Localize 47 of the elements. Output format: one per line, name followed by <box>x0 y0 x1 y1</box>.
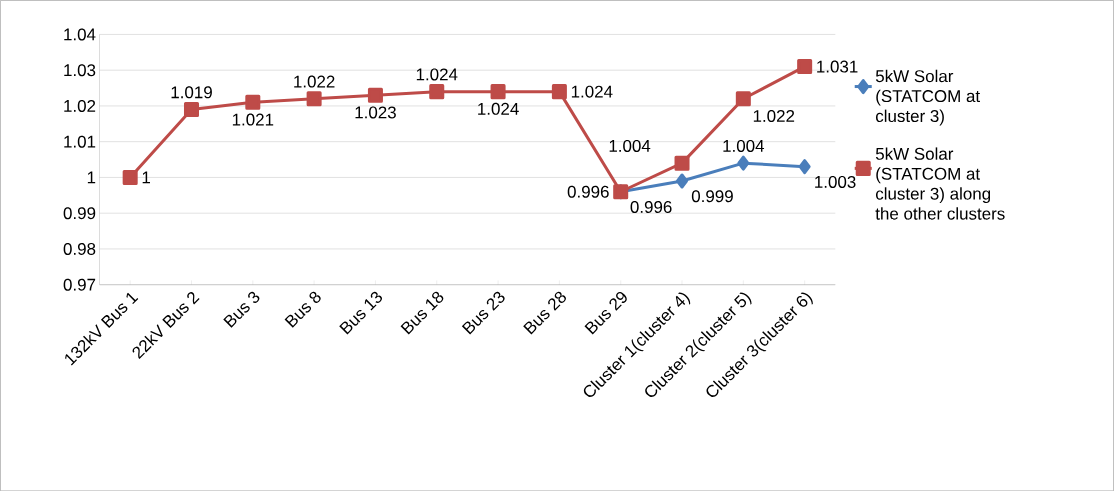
y-tick-label: 1.01 <box>64 135 96 148</box>
data-label: 1.031 <box>817 60 858 73</box>
point <box>245 94 261 110</box>
point <box>737 155 750 171</box>
y-tick-label: 0.99 <box>63 207 96 220</box>
y-tick-label: 1 <box>87 171 96 184</box>
point <box>551 83 567 99</box>
point <box>798 159 811 175</box>
x-tick-label: Bus 23 <box>461 291 505 335</box>
y-tick-label: 0.98 <box>63 242 96 255</box>
y-tick-label: 1.04 <box>64 28 96 41</box>
point <box>429 83 445 99</box>
x-tick-label: Bus 18 <box>400 291 444 335</box>
data-label: 1.024 <box>478 102 519 115</box>
point <box>797 58 813 74</box>
data-label: 1.003 <box>815 175 856 188</box>
data-label: 0.996 <box>567 185 609 198</box>
x-tick-label: Bus 28 <box>523 291 566 335</box>
data-label: 1.004 <box>609 139 651 152</box>
x-tick-label: Bus 8 <box>284 291 321 328</box>
data-label: 1.022 <box>294 75 335 88</box>
y-tick-label: 0.97 <box>63 278 96 291</box>
data-label: 0.999 <box>691 190 733 203</box>
data-label: 1.024 <box>571 85 613 98</box>
data-label: 1.004 <box>723 139 765 152</box>
data-label: 1.024 <box>416 68 458 81</box>
x-tick-label: Bus 3 <box>223 291 260 328</box>
point <box>735 91 751 107</box>
point <box>674 155 690 171</box>
y-tick-label: 1.02 <box>64 99 96 112</box>
legend-label: 5kW Solar (STATCOM at cluster 3) <box>875 69 980 126</box>
data-label: 1 <box>142 171 150 184</box>
legend-label: 5kW Solar (STATCOM at cluster 3) along the other clusters <box>875 147 1005 220</box>
y-tick-label: 1.03 <box>64 64 96 77</box>
data-label: 1.023 <box>355 106 396 119</box>
point <box>490 83 506 99</box>
point <box>122 169 138 185</box>
point <box>676 173 689 189</box>
point <box>306 91 322 107</box>
data-label: 1.022 <box>753 109 795 122</box>
data-label: 0.996 <box>630 200 672 213</box>
point <box>367 87 383 103</box>
point <box>183 101 199 117</box>
x-tick-label: Bus 29 <box>584 291 627 335</box>
x-tick-label: Bus 13 <box>339 291 383 335</box>
data-label: 1.019 <box>171 86 212 99</box>
data-label: 1.021 <box>232 113 274 126</box>
